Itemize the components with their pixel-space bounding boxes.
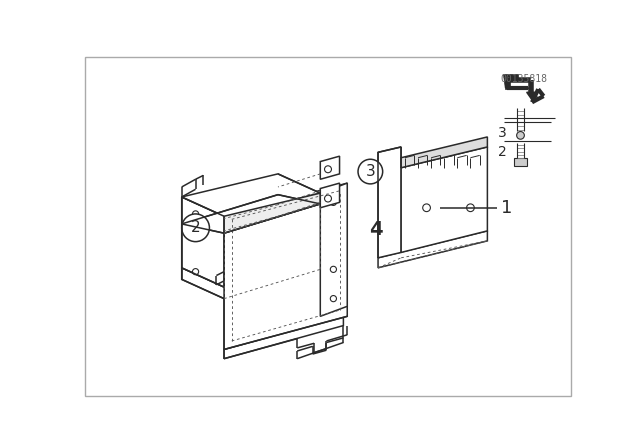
Text: 2: 2 [191,220,200,235]
Text: 4: 4 [369,220,383,239]
Circle shape [330,199,337,206]
Text: 3: 3 [365,164,375,179]
Polygon shape [182,195,320,233]
Polygon shape [401,147,488,252]
Circle shape [330,266,337,272]
Text: 1: 1 [501,199,513,217]
Polygon shape [224,316,344,359]
Polygon shape [224,193,320,233]
Polygon shape [503,74,518,89]
Polygon shape [224,183,348,349]
Circle shape [358,159,383,184]
Text: 3: 3 [498,126,507,140]
Circle shape [422,204,431,211]
Polygon shape [401,137,488,168]
Polygon shape [378,231,488,268]
Polygon shape [182,197,224,287]
Circle shape [467,204,474,211]
Text: 00135818: 00135818 [501,74,548,84]
Polygon shape [515,159,527,166]
Circle shape [516,132,524,139]
Circle shape [324,195,332,202]
Circle shape [330,296,337,302]
Polygon shape [320,183,348,316]
Text: 2: 2 [498,145,507,159]
Circle shape [324,166,332,173]
Polygon shape [320,156,340,179]
Polygon shape [320,183,340,208]
Polygon shape [182,174,320,216]
Circle shape [193,269,198,275]
Circle shape [193,230,198,236]
Polygon shape [378,147,401,258]
Polygon shape [182,268,224,299]
Circle shape [193,211,198,217]
Circle shape [182,214,209,241]
Polygon shape [527,92,538,100]
